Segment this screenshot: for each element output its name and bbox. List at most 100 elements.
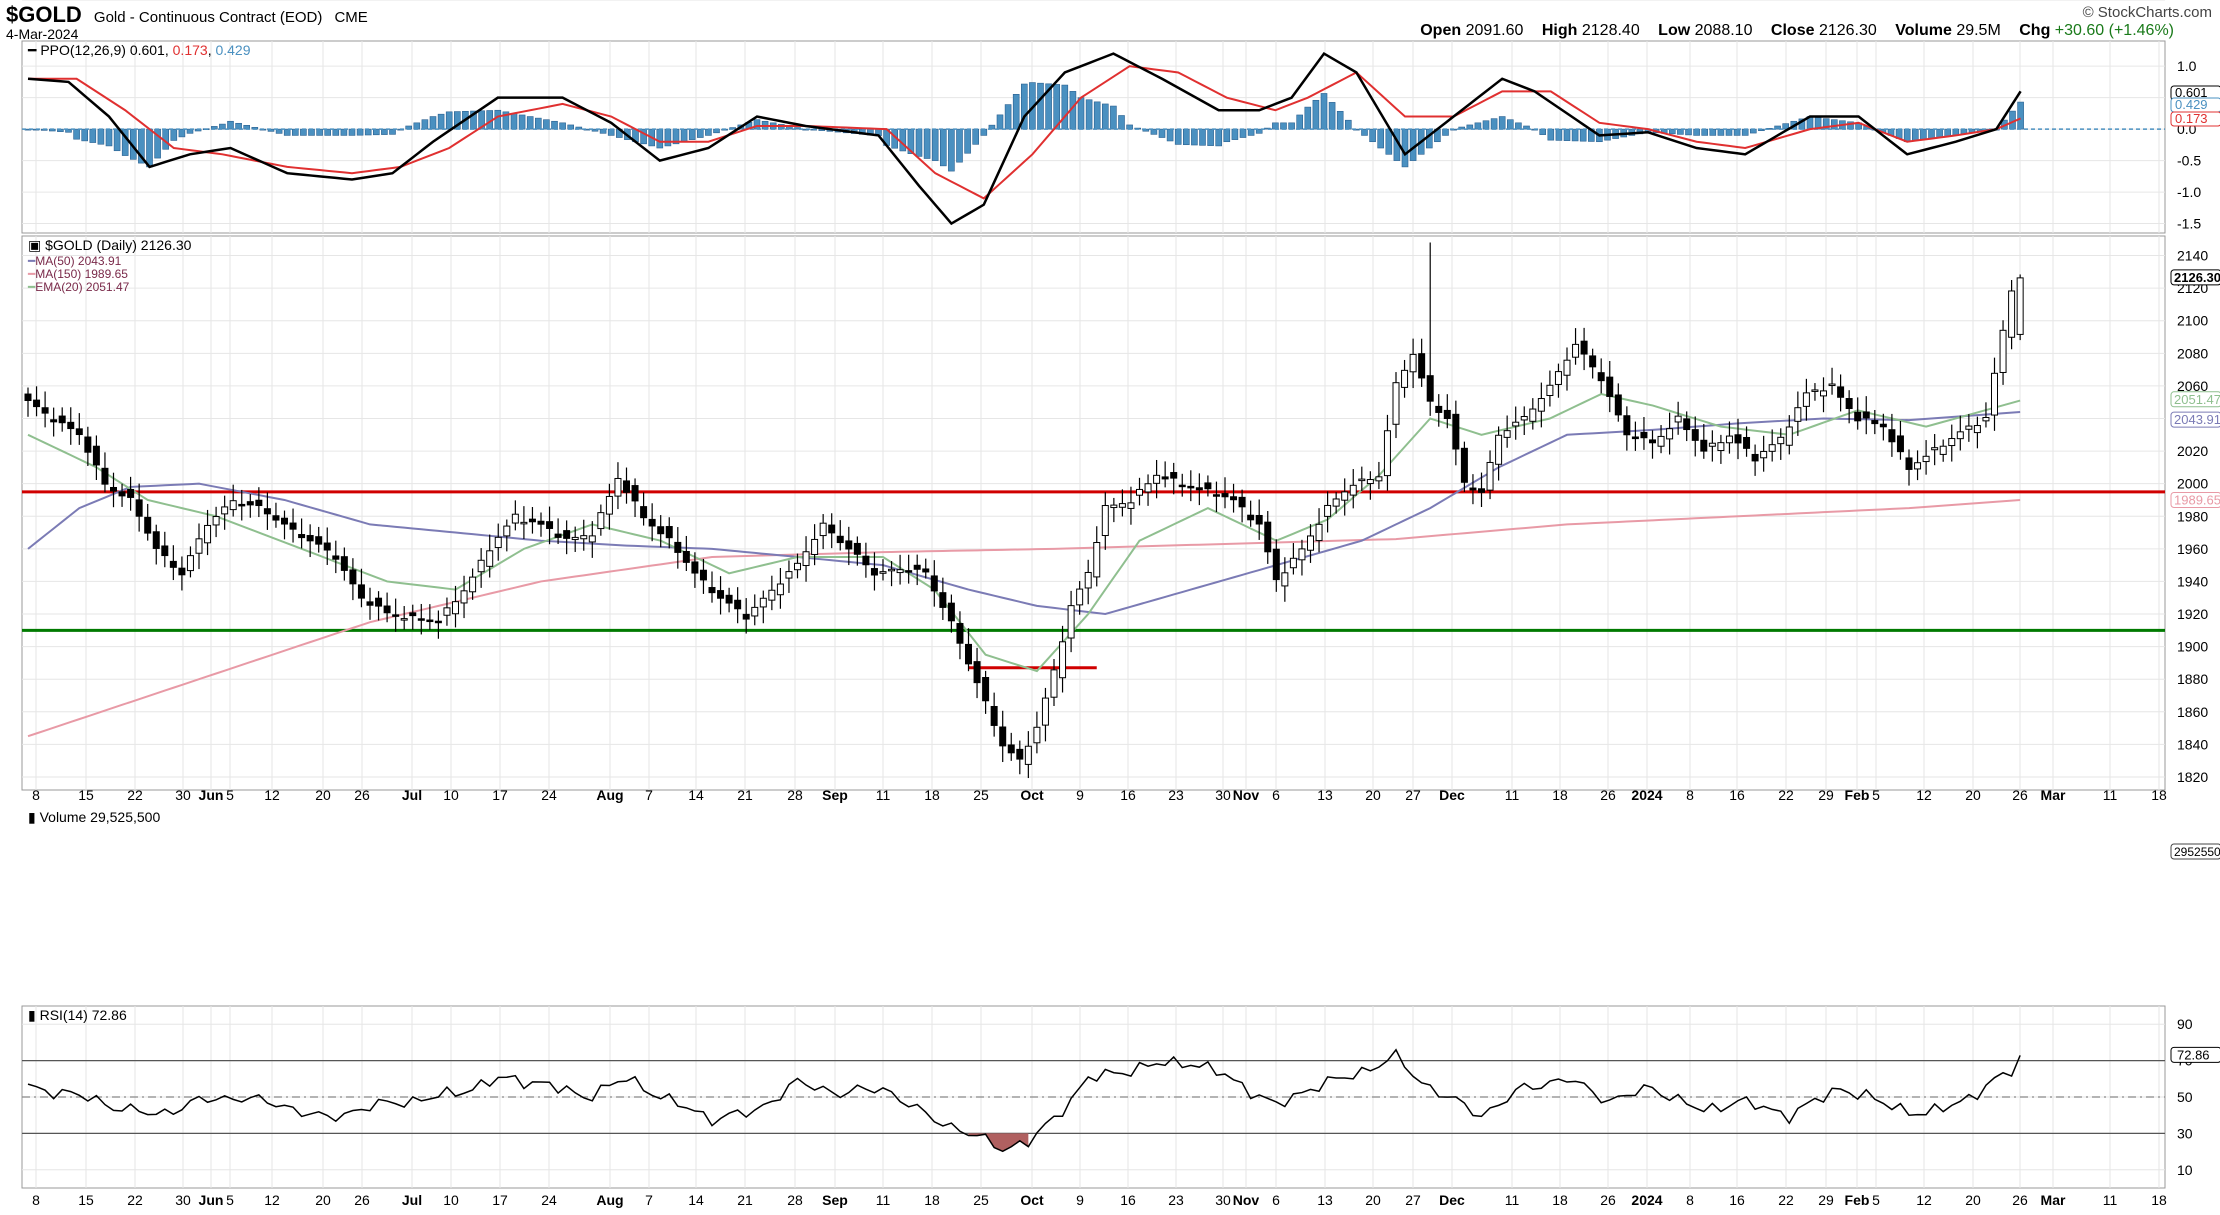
candle-body (1879, 423, 1887, 428)
time-axis-label: 22 (127, 1192, 143, 1208)
candle-body (905, 570, 913, 573)
candle-body (1118, 503, 1126, 508)
ppo-histogram-bar (1061, 84, 1069, 130)
candle-body (315, 536, 323, 545)
candle-body (494, 536, 502, 549)
candle-body (571, 536, 579, 541)
candle-body (1136, 488, 1143, 496)
ppo-histogram-bar (899, 128, 907, 152)
ppo-histogram-bar (1336, 110, 1344, 130)
ppo-histogram-bar (275, 128, 283, 134)
time-axis-label: 11 (2103, 1192, 2118, 1208)
ppo-histogram-bar (794, 127, 801, 130)
candle-body (674, 541, 682, 553)
candle-body (127, 488, 135, 498)
ppo-y-tick: -0.5 (2177, 153, 2201, 169)
candle-body (229, 500, 237, 511)
candle-body (383, 605, 391, 614)
ppo-histogram-bar (1539, 128, 1546, 135)
time-axis-label: Aug (596, 787, 623, 803)
time-axis-label: 20 (315, 787, 331, 803)
candle-body (1435, 405, 1443, 413)
price-y-tick: 1840 (2177, 736, 2208, 752)
ppo-value-label: 0.173 (2175, 111, 2208, 126)
ppo-y-tick: -1.0 (2177, 184, 2201, 200)
ppo-histogram-bar (1304, 106, 1312, 130)
volume-y-tick: 15M (2177, 0, 2204, 3)
candle-body (1426, 375, 1434, 402)
ppo-histogram-bar (1053, 84, 1060, 130)
candle-body (238, 503, 246, 507)
candle-body (785, 571, 793, 579)
ppo-histogram-bar (1207, 128, 1214, 146)
ppo-histogram-bar (324, 128, 332, 136)
candle-body (1059, 641, 1067, 679)
ppo-histogram-bar (170, 128, 178, 141)
ppo-histogram-bar (1458, 126, 1465, 130)
candle-body (1041, 697, 1049, 726)
time-axis-label: 16 (1729, 787, 1745, 803)
time-axis-label: 9 (1076, 787, 1084, 803)
candle-body (1298, 548, 1306, 561)
price-y-tick: 2000 (2177, 476, 2208, 492)
candle-body (2016, 277, 2024, 335)
time-axis-label: 24 (541, 1192, 557, 1208)
candle-body (503, 525, 511, 537)
candle-body (1529, 408, 1537, 422)
candle-body (1896, 435, 1904, 453)
candle-body (1460, 447, 1468, 483)
candle-body (1383, 430, 1391, 477)
candle-body (563, 530, 571, 539)
candle-body (1469, 487, 1477, 491)
ppo-histogram-bar (1523, 125, 1530, 130)
time-axis-label: 26 (2012, 787, 2028, 803)
ppo-panel (21, 40, 2166, 234)
candle-body (1281, 572, 1289, 587)
time-axis-label: 17 (492, 787, 508, 803)
candle-body (990, 705, 998, 726)
candle-body (1358, 478, 1366, 482)
candle-body (776, 583, 784, 596)
candle-body (1931, 447, 1939, 451)
price-y-tick: 1860 (2177, 704, 2208, 720)
ppo-histogram-bar (1709, 128, 1717, 136)
candle-body (947, 602, 955, 622)
time-axis-label: 6 (1272, 1192, 1280, 1208)
candle-body (511, 513, 519, 524)
price-y-tick: 1880 (2177, 671, 2208, 687)
low-value: 2088.10 (1694, 22, 1753, 39)
candle-body (1144, 483, 1152, 493)
candle-body (332, 555, 340, 560)
ppo-histogram-bar (972, 128, 980, 145)
ppo-histogram-bar (1085, 99, 1093, 130)
candle-body (272, 515, 280, 521)
price-y-tick: 1820 (2177, 769, 2208, 785)
candle-body (1871, 420, 1879, 425)
time-axis-label: 24 (541, 787, 557, 803)
candle-body (1033, 726, 1041, 744)
candle-body (1666, 428, 1674, 440)
time-axis-label: 28 (787, 1192, 803, 1208)
ppo-histogram-bar (543, 119, 550, 130)
ppo-value-label: 0.429 (2175, 97, 2208, 112)
ppo-histogram-bar (664, 128, 672, 147)
ppo-histogram-bar (1571, 128, 1579, 142)
candle-body (1289, 557, 1297, 569)
price-legend-entry: ━EMA(20) 2051.47 (27, 280, 130, 294)
candle-body (212, 516, 220, 526)
candle-body (1478, 488, 1485, 493)
candle-body (794, 562, 801, 571)
candle-body (1948, 438, 1956, 447)
ppo-histogram-bar (1077, 97, 1085, 130)
price-y-tick: 1960 (2177, 541, 2208, 557)
chart-title: $GOLD Gold - Continuous Contract (EOD) C… (6, 2, 368, 28)
candle-body (1512, 421, 1520, 427)
rsi-y-tick: 30 (2177, 1125, 2193, 1141)
ppo-histogram-bar (1507, 119, 1514, 130)
candle-body (1982, 416, 1990, 422)
chg-label: Chg (2019, 22, 2051, 39)
time-axis-label: Nov (1233, 787, 1260, 803)
ppo-histogram-bar (146, 128, 153, 168)
candle-body (1024, 745, 1032, 765)
candle-body (528, 518, 536, 523)
